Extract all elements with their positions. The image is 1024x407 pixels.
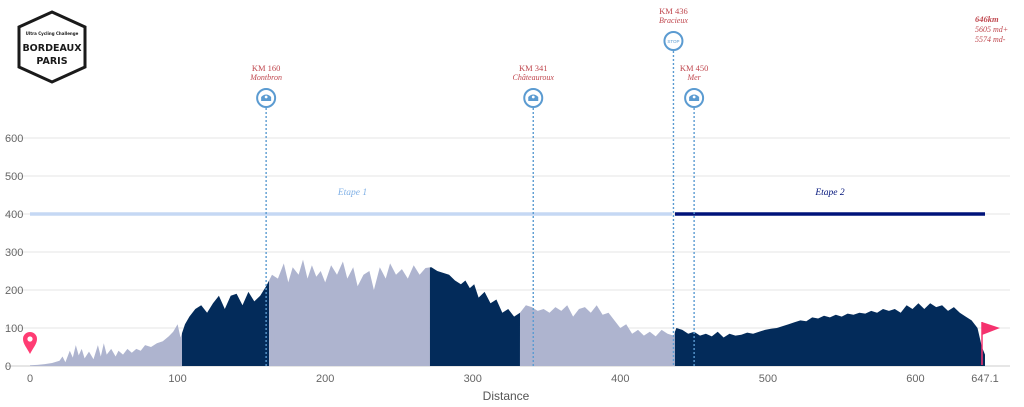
checkpoint-km: KM 450 [680, 63, 709, 73]
y-tick-label: 200 [5, 285, 23, 297]
elevation-segment [429, 267, 520, 366]
route-summary: 646km 5605 md+ 5574 md- [975, 14, 1008, 44]
x-tick-label: 600 [906, 373, 924, 385]
summary-distance: 646km [975, 14, 999, 24]
checkpoint-km: KM 341 [519, 63, 548, 73]
x-tick-label: 0 [27, 373, 33, 385]
logo-paris: PARIS [36, 56, 67, 67]
y-tick-label: 400 [5, 209, 23, 221]
elevation-profile [30, 259, 985, 366]
summary-ascent: 5605 md+ [975, 25, 1008, 34]
checkpoint-km: KM 436 [659, 6, 688, 16]
y-tick-label: 300 [5, 247, 23, 259]
y-axis-ticks: 0 100 200 300 400 500 600 [5, 133, 23, 373]
stage-bars: Etape 1 Etape 2 [30, 188, 985, 216]
elevation-segment [30, 324, 183, 366]
stage-label: Etape 2 [814, 188, 845, 198]
x-axis-label: Distance [483, 389, 530, 403]
logo-bordeaux: BORDEAUX [22, 43, 82, 54]
y-tick-label: 600 [5, 133, 23, 145]
summary-descent: 5574 md- [975, 35, 1006, 44]
y-tick-label: 500 [5, 171, 23, 183]
bordeaux-paris-logo: Ultra Cycling Challenge BORDEAUX PARIS [17, 10, 87, 84]
logo-tagline: Ultra Cycling Challenge [26, 31, 79, 36]
elevation-segment [674, 303, 985, 366]
x-tick-label: 400 [611, 373, 629, 385]
stop-icon [663, 31, 684, 51]
x-tick-label: 100 [168, 373, 186, 385]
checkpoint-km: KM 160 [252, 63, 281, 73]
elevation-segment [269, 274, 275, 366]
checkpoint-place: Montbron [249, 73, 282, 82]
x-tick-label: 200 [316, 373, 334, 385]
checkpoint-place: Bracieux [659, 16, 688, 25]
elevation-segment [519, 305, 675, 366]
elevation-segment [274, 259, 430, 366]
elevation-segment [182, 280, 270, 366]
finish-flag-icon [981, 322, 1000, 365]
y-tick-label: 100 [5, 323, 23, 335]
stop-icon-text: STOP [667, 39, 679, 44]
stage-label: Etape 1 [337, 188, 367, 198]
x-tick-label: 647.1 [971, 373, 999, 385]
checkpoint-place: Mer [686, 73, 701, 82]
x-tick-label: 300 [464, 373, 482, 385]
start-pin-icon [23, 332, 37, 354]
x-tick-label: 500 [759, 373, 777, 385]
x-axis-ticks: 0 100 200 300 400 500 600 647.1 [27, 373, 999, 385]
checkpoint-place: Châteauroux [513, 73, 555, 82]
y-tick-label: 0 [5, 361, 11, 373]
